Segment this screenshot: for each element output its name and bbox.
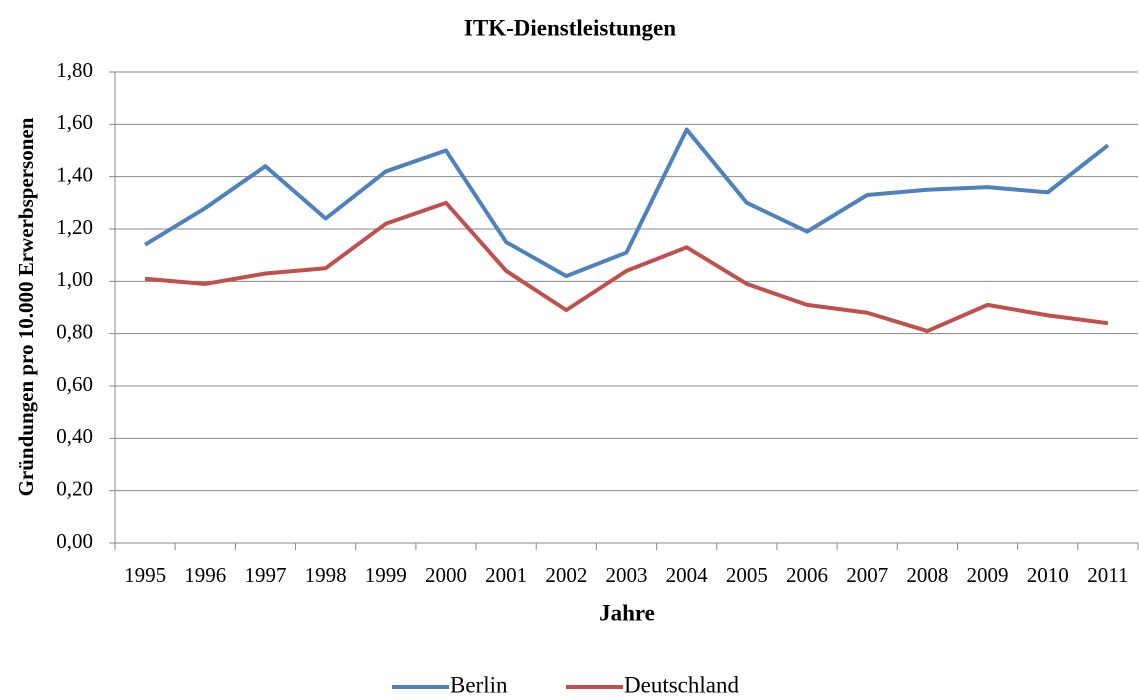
x-tick-label: 2003 <box>606 563 648 587</box>
x-tick-label: 1997 <box>244 563 286 587</box>
y-tick-label: 0,40 <box>56 424 93 448</box>
y-tick-label: 1,20 <box>56 215 93 239</box>
x-tick-label: 2002 <box>545 563 587 587</box>
x-tick-label: 2000 <box>425 563 467 587</box>
y-tick-label: 0,20 <box>56 476 93 500</box>
x-tick-label: 2008 <box>906 563 948 587</box>
x-tick-label: 2011 <box>1087 563 1128 587</box>
x-tick-label: 1999 <box>365 563 407 587</box>
x-tick-label: 1995 <box>124 563 166 587</box>
line <box>144 127 1110 279</box>
x-tick-label: 2004 <box>666 563 709 587</box>
x-tick-label: 2009 <box>967 563 1009 587</box>
legend-label: Berlin <box>450 672 508 697</box>
line <box>144 200 1109 334</box>
y-tick-label: 1,00 <box>56 267 93 291</box>
x-tick-label: 1996 <box>184 563 226 587</box>
y-tick-label: 1,80 <box>56 58 93 82</box>
legend-label: Deutschland <box>624 672 739 697</box>
y-tick-label: 0,80 <box>56 319 93 343</box>
x-tick-label: 1998 <box>305 563 347 587</box>
y-tick-label: 0,60 <box>56 372 93 396</box>
x-axis-title: Jahre <box>599 600 655 625</box>
y-tick-label: 1,40 <box>56 162 93 186</box>
y-tick-label: 0,00 <box>56 529 93 553</box>
x-tick-label: 2001 <box>485 563 527 587</box>
x-tick-label: 2005 <box>726 563 768 587</box>
chart-title: ITK-Dienstleistungen <box>464 15 676 40</box>
x-tick-label: 2010 <box>1027 563 1069 587</box>
y-tick-label: 1,60 <box>56 110 93 134</box>
x-tick-label: 2007 <box>846 563 888 587</box>
y-axis-title: Gründungen pro 10.000 Erwerbspersonen <box>14 117 38 496</box>
x-tick-label: 2006 <box>786 563 828 587</box>
